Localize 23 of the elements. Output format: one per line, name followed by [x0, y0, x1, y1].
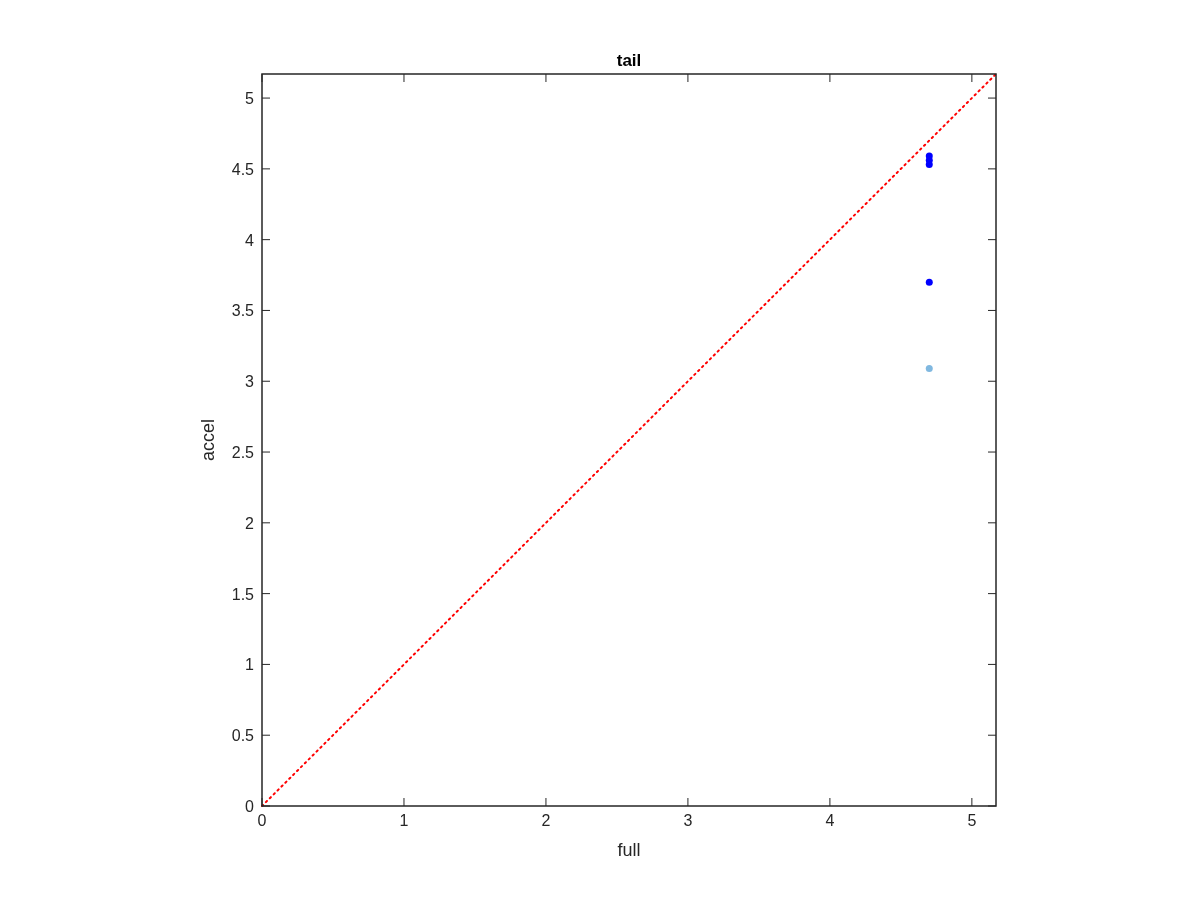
x-tick-label: 1 [399, 812, 409, 829]
y-tick-label: 0.5 [231, 727, 255, 745]
x-tick-label: 5 [967, 812, 977, 829]
point [925, 161, 933, 169]
x-axis-title: full [617, 840, 641, 860]
y-tick-label: 1 [245, 656, 255, 674]
y-tick-label: 4.5 [231, 160, 255, 178]
x-tick-label: 2 [541, 812, 551, 829]
x-tick-label: 4 [825, 812, 835, 829]
y-tick-label: 2 [245, 514, 255, 532]
x-tick-label: 0 [257, 812, 267, 829]
x-tick-label: 3 [683, 812, 693, 829]
y-tick-label: 1.5 [231, 585, 255, 603]
y-tick-label: 3.5 [231, 302, 255, 320]
y-tick-label: 4 [245, 231, 255, 249]
y-tick-label: 2.5 [231, 444, 255, 462]
y-axis-title: accel [198, 418, 218, 462]
point [925, 278, 933, 286]
y-tick-label: 3 [245, 373, 255, 391]
point [925, 365, 933, 372]
y-tick-label: 5 [245, 90, 255, 108]
y-tick-label: 0 [245, 798, 255, 815]
chart-title: tail [616, 51, 642, 70]
